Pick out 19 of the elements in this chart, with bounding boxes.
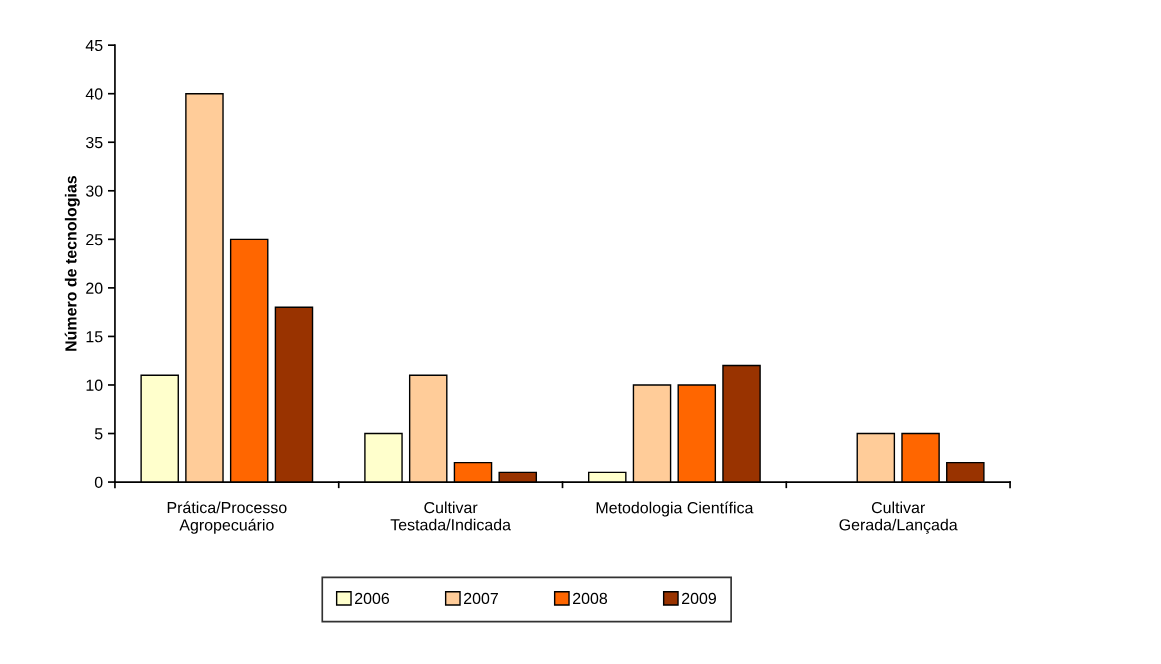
legend-label: 2006 [355,592,390,605]
y-tick-label: 0 [94,476,103,489]
x-tick-label: Cultivar Gerada/Lançada [839,501,958,534]
y-tick-label: 10 [86,379,103,391]
y-tick-label: 35 [85,136,103,149]
x-tick-label: Metodologia Científica [596,501,754,517]
x-tick-label: Prática/Processo Agropecuário [167,501,287,534]
y-tick-label: 40 [85,88,103,100]
legend-label: 2007 [464,592,498,605]
y-tick-label: 30 [85,185,103,197]
y-axis-title: Número de tecnologias [64,175,80,351]
legend-label: 2009 [682,592,716,605]
x-tick-label: Cultivar Testada/Indicada [390,501,511,531]
y-tick-label: 20 [86,282,103,294]
y-tick-label: 15 [86,331,103,343]
y-tick-label: 25 [86,233,103,246]
y-tick-label: 5 [94,428,103,440]
y-tick-label: 45 [85,39,103,52]
legend-label: 2008 [573,592,608,605]
